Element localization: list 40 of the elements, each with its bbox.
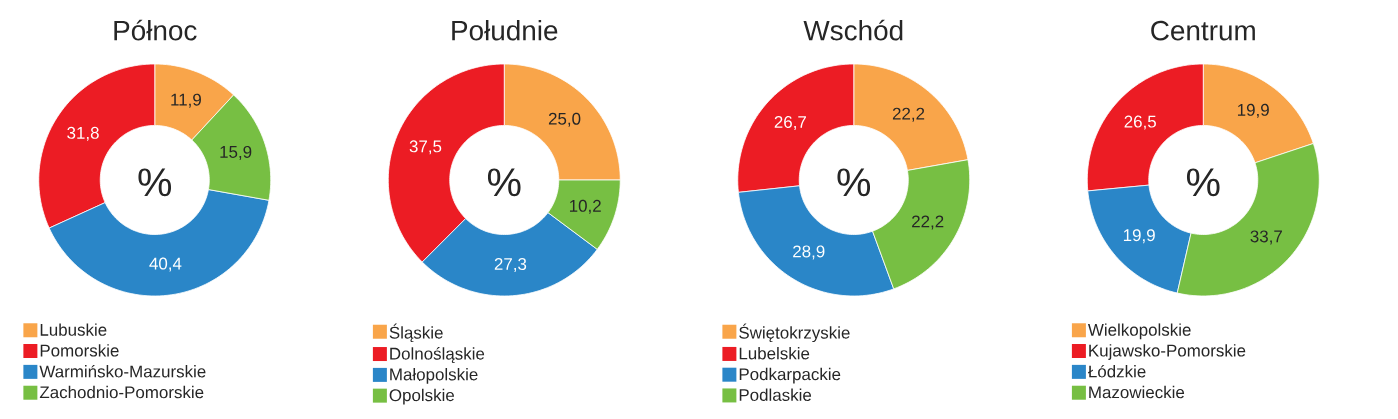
data-label: 27,3 [494, 258, 527, 273]
legend-label: Wielkopolskie [1087, 323, 1191, 340]
data-label: 10,2 [569, 199, 601, 214]
chart-title: Centrum [1151, 20, 1255, 41]
text: % [487, 168, 521, 197]
data-label: 37,5 [409, 140, 442, 155]
text: % [138, 168, 172, 197]
data-label: 11,9 [171, 93, 201, 108]
legend-label: Warmińsko-Mazurskie [39, 364, 206, 378]
data-label: 26,5 [1124, 115, 1156, 130]
data-label: 26,7 [774, 116, 806, 131]
legend-label: Śląskie [389, 323, 443, 343]
legend-label: Zachodnio-Pomorskie [39, 385, 204, 399]
chart-title: Wschód [803, 19, 903, 41]
chart-title: Północ [114, 19, 197, 41]
text: % [837, 168, 871, 197]
legend-label: Opolskie [389, 388, 455, 405]
data-label: 22,2 [912, 215, 944, 230]
legend-label: Podlaskie [739, 388, 812, 401]
data-label: 19,9 [1123, 229, 1155, 244]
data-label: 19,9 [1237, 103, 1269, 118]
data-label: 28,9 [793, 245, 825, 260]
legend-label: Dolnośląskie [390, 347, 485, 364]
chart-title: Południe [452, 20, 558, 41]
legend-label: Mazowieckie [1089, 385, 1185, 399]
legend-label: Łódzkie [1088, 364, 1146, 378]
legend-label: Małopolskie [390, 368, 478, 384]
data-label: 15,9 [220, 145, 252, 160]
legend-label: Kujawsko-Pomorskie [1089, 344, 1246, 360]
legend-label: Pomorskie [40, 344, 119, 357]
legend-label: Lubelskie [739, 347, 810, 360]
data-label: 22,2 [892, 107, 925, 122]
legend-label: Podkarpackie [739, 367, 841, 384]
legend-label: Lubuskie [40, 323, 107, 336]
text: % [1186, 168, 1220, 197]
data-label: 33,7 [1250, 230, 1282, 245]
data-label: 31,8 [67, 126, 99, 141]
legend-label: Świętokrzyskie [739, 323, 850, 343]
data-label: 25,0 [548, 112, 581, 127]
data-label: 40,4 [149, 257, 182, 272]
